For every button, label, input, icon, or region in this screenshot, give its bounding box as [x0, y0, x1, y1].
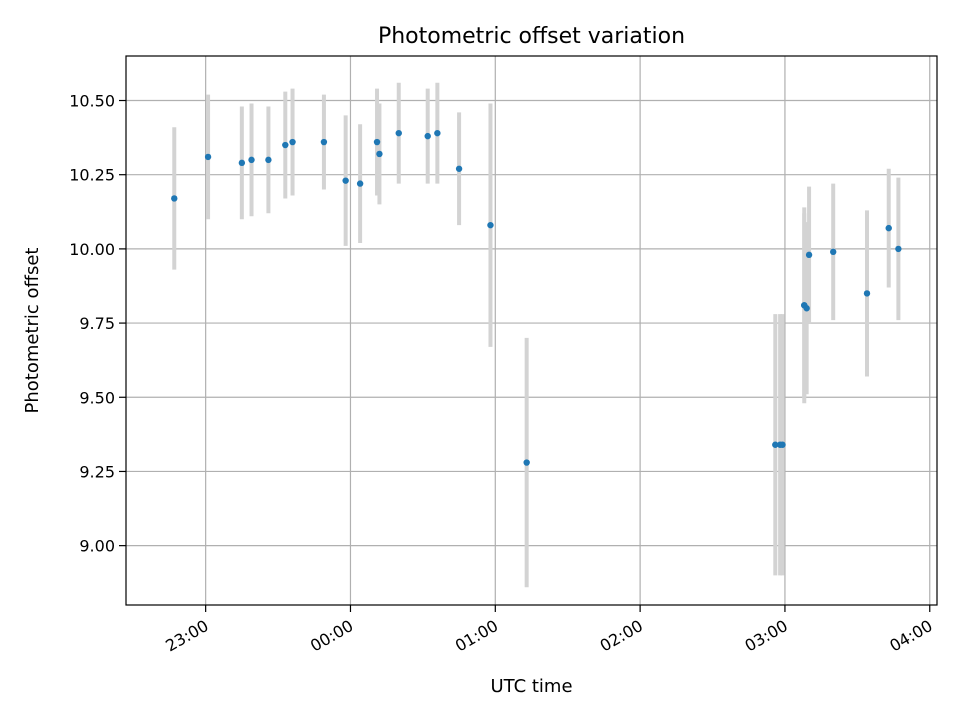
data-point — [779, 441, 786, 448]
data-point — [376, 150, 383, 158]
y-tick-label: 9.25 — [79, 462, 115, 481]
data-point — [487, 221, 494, 229]
data-point — [282, 141, 289, 149]
data-point — [356, 180, 364, 187]
data-point — [342, 177, 349, 184]
y-tick-label: 10.00 — [69, 240, 115, 259]
y-tick-label: 10.25 — [69, 166, 115, 185]
data-point — [320, 138, 328, 146]
chart-title: Photometric offset variation — [378, 24, 685, 49]
y-axis-ticks: 9.00 9.25 9.50 9.75 10.00 10.25 10.50 — [69, 92, 126, 556]
data-point — [455, 165, 463, 172]
y-tick-label: 10.50 — [69, 92, 115, 111]
data-point — [373, 138, 381, 146]
data-point — [830, 248, 837, 256]
grid — [126, 56, 937, 605]
data-point — [289, 138, 296, 146]
data-point — [772, 441, 779, 448]
data-point — [805, 251, 813, 259]
data-point — [238, 159, 246, 167]
data-point — [424, 132, 431, 140]
y-tick-label: 9.50 — [79, 388, 115, 407]
data-point — [885, 224, 892, 232]
data-point — [803, 305, 810, 312]
data-points — [171, 129, 902, 466]
data-point — [434, 129, 441, 137]
y-axis-label: Photometric offset — [22, 248, 43, 414]
y-tick-label: 9.75 — [79, 314, 115, 333]
data-point — [204, 153, 212, 161]
data-point — [523, 459, 530, 466]
data-point — [248, 156, 255, 164]
data-point — [863, 290, 871, 297]
plot-frame — [125, 55, 938, 606]
x-axis-label: UTC time — [490, 676, 572, 697]
data-point — [265, 156, 272, 164]
data-point — [171, 195, 178, 202]
y-tick-label: 9.00 — [79, 537, 115, 556]
data-point — [895, 245, 902, 253]
data-point — [395, 129, 402, 137]
